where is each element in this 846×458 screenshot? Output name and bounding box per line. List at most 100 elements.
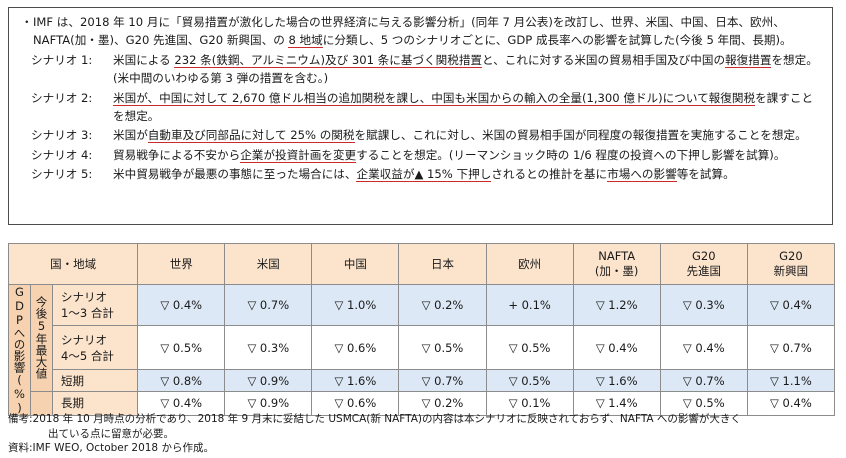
table-row: 長期 ▽ 0.4% ▽ 0.9% ▽ 0.6% ▽ 0.2% ▽ 0.1% ▽ … xyxy=(9,390,836,417)
value-cell: ▽ 0.7% xyxy=(659,369,748,392)
header-col-7: G20 新興国 xyxy=(746,243,836,285)
header-col-1-line1: 米国 xyxy=(256,256,280,271)
value-cell: ▽ 0.3% xyxy=(659,283,748,327)
note-line: 備考:2018 年 10 月時点の分析であり、2018 年 9 月末に妥結した … xyxy=(8,412,838,427)
value-cell: ▽ 0.7% xyxy=(398,369,487,392)
row-name: 長期 xyxy=(52,390,139,417)
value-cell: ▽ 0.2% xyxy=(398,283,487,327)
value-cell: ▽ 0.7% xyxy=(224,283,313,327)
value-cell: + 0.1% xyxy=(485,283,574,327)
s1-text-a: 米国による xyxy=(113,52,175,67)
source-line: 資料:IMF WEO, October 2018 から作成。 xyxy=(8,441,838,456)
intro-paragraph: ・ IMF は、2018 年 10 月に「貿易措置が激化した場合の世界経済に与え… xyxy=(21,13,822,50)
value-cell: ▽ 0.9% xyxy=(224,390,313,417)
scenario-5-label: シナリオ 5: xyxy=(31,167,93,182)
value-cell: ▽ 0.4% xyxy=(137,390,226,417)
value-cell: ▽ 0.2% xyxy=(398,390,487,417)
source-label: 資料: xyxy=(8,442,33,454)
table-row: シナリオ 4〜5 合計 ▽ 0.5% ▽ 0.3% ▽ 0.6% ▽ 0.5% ▽… xyxy=(9,325,836,371)
row-1-name1: シナリオ xyxy=(61,332,108,347)
row-0-name1: シナリオ xyxy=(61,290,108,305)
value-cell: ▽ 0.4% xyxy=(746,390,836,417)
note-text: 2018 年 10 月時点の分析であり、2018 年 9 月末に妥結した USM… xyxy=(32,413,741,425)
s1-underlined: 232 条(鉄鋼、アルミニウム)及び 301 条に基づく関税措置 xyxy=(174,52,483,68)
value-cell: ▽ 0.7% xyxy=(746,325,836,371)
s1-underlined-2: 報復措置 xyxy=(725,52,772,68)
header-col-6-line2: 先進国 xyxy=(686,264,722,278)
value-cell: ▽ 0.5% xyxy=(659,390,748,417)
value-cell: ▽ 0.5% xyxy=(485,325,574,371)
bullet-mark: ・ xyxy=(21,15,33,29)
header-col-4: 欧州 xyxy=(485,243,574,285)
s2-text-b: を課すことを想定。 xyxy=(113,90,814,124)
scenario-3-text: 米国が自動車及び同部品に対して 25% の関税を賦課し、これに対し、米国の貿易相… xyxy=(113,126,822,144)
value-cell: ▽ 0.6% xyxy=(311,390,400,417)
value-cell: ▽ 0.1% xyxy=(485,390,574,417)
value-cell: ▽ 0.8% xyxy=(137,369,226,392)
value-cell: ▽ 0.3% xyxy=(224,325,313,371)
value-cell: ▽ 0.4% xyxy=(746,283,836,327)
note-label: 備考: xyxy=(8,413,33,425)
scenario-2-label: シナリオ 2: xyxy=(31,90,93,105)
intro-text-a: IMF は、2018 年 10 月に「貿易措置が激化した場合の世界経済に与える影… xyxy=(33,15,785,48)
value-cell: ▽ 1.0% xyxy=(311,283,400,327)
s4-underlined: 企業が投資計画を変更 xyxy=(240,147,357,163)
header-col-3-line1: 日本 xyxy=(430,256,454,271)
value-cell: ▽ 1.6% xyxy=(311,369,400,392)
scenario-1-text: 米国による 232 条(鉄鋼、アルミニウム)及び 301 条に基づく関税措置と、… xyxy=(113,51,822,88)
note-line-2: 出ている点に留意が必要。 xyxy=(48,427,174,440)
s3-text-a: 米国が xyxy=(113,128,148,143)
scenario-4-label: シナリオ 4: xyxy=(31,147,93,162)
scenario-5-text: 米中貿易戦争が最悪の事態に至った場合には、企業収益が▲ 15% 下押しされるとの… xyxy=(113,165,822,183)
row-0-name2: 1〜3 合計 xyxy=(61,306,114,321)
value-cell: ▽ 0.5% xyxy=(485,369,574,392)
intro-underlined: 8 地域 xyxy=(288,33,323,49)
scenario-summary-box: ・ IMF は、2018 年 10 月に「貿易措置が激化した場合の世界経済に与え… xyxy=(8,7,833,225)
scenario-1-label: シナリオ 1: xyxy=(31,52,93,67)
header-col-1: 米国 xyxy=(224,243,313,285)
header-col-5-line1: NAFTA xyxy=(598,249,636,263)
value-cell: ▽ 0.9% xyxy=(224,369,313,392)
header-col-0-line1: 世界 xyxy=(169,256,193,271)
row-name: シナリオ 1〜3 合計 xyxy=(52,283,139,327)
period-label: 今後5年最大値 xyxy=(34,296,49,380)
s1-text-b: と、これに対する米国の貿易相手国及び中国の xyxy=(482,52,726,67)
header-col-2-line1: 中国 xyxy=(343,256,367,271)
header-col-7-line2: 新興国 xyxy=(773,264,809,278)
s5-text-b: されるとの推計を基に xyxy=(491,167,608,182)
gdp-impact-label: GDPへの影響(%) xyxy=(12,285,27,415)
s4-text-a: 貿易戦争による不安から xyxy=(113,147,241,162)
header-col-7-line1: G20 xyxy=(779,249,803,263)
scenario-2: シナリオ 2: 米国が、中国に対して 2,670 億ドル相当の追加関税を課し、中… xyxy=(21,89,822,126)
s5-underlined-2: 市場への影響 xyxy=(607,167,677,183)
scenario-1: シナリオ 1: 米国による 232 条(鉄鋼、アルミニウム)及び 301 条に基… xyxy=(21,51,822,88)
s3-text-b: を賦課し、これに対し、米国の貿易相手国が同程度の報復措置を実施することを想定。 xyxy=(354,128,807,143)
header-col-0: 世界 xyxy=(137,243,226,285)
header-col-3: 日本 xyxy=(398,243,487,285)
notes-section: 備考:2018 年 10 月時点の分析であり、2018 年 9 月末に妥結した … xyxy=(8,412,838,456)
header-col-6: G20 先進国 xyxy=(659,243,748,285)
value-cell: ▽ 0.6% xyxy=(311,325,400,371)
value-cell: ▽ 1.1% xyxy=(746,369,836,392)
value-cell: ▽ 0.5% xyxy=(398,325,487,371)
header-col-6-line1: G20 xyxy=(691,249,716,263)
header-region: 国・地域 xyxy=(7,243,139,285)
scenario-5: シナリオ 5: 米中貿易戦争が最悪の事態に至った場合には、企業収益が▲ 15% … xyxy=(21,165,822,183)
row-name: 短期 xyxy=(52,369,139,392)
header-col-4-line1: 欧州 xyxy=(518,256,542,271)
header-col-5-line2: (加・墨) xyxy=(594,264,639,278)
value-cell: ▽ 0.4% xyxy=(659,325,748,371)
table-row: GDPへの影響(%) 今後5年最大値 シナリオ 1〜3 合計 ▽ 0.4% ▽ 0… xyxy=(7,283,836,416)
value-cell: ▽ 0.4% xyxy=(572,325,661,371)
table-header-row: 国・地域 世界 米国 中国 日本 欧州 NAFTA (加・墨) G20 先進国 G2… xyxy=(7,243,836,285)
source-text: IMF WEO, October 2018 から作成。 xyxy=(32,442,214,454)
s1-text-c: を想定。(米中間のいわゆる第 3 弾の措置を含む。) xyxy=(113,52,818,86)
s5-underlined: 企業収益が▲ 15% 下押し xyxy=(356,167,492,183)
scenario-2-text: 米国が、中国に対して 2,670 億ドル相当の追加関税を課し、中国も米国からの輸… xyxy=(113,89,822,126)
intro-text: IMF は、2018 年 10 月に「貿易措置が激化した場合の世界経済に与える影… xyxy=(33,13,822,50)
long-term-spacer xyxy=(30,390,54,417)
gdp-impact-table: 国・地域 世界 米国 中国 日本 欧州 NAFTA (加・墨) G20 先進国 G2… xyxy=(7,243,836,417)
row-name: シナリオ 4〜5 合計 xyxy=(52,325,139,371)
s5-text-a: 米中貿易戦争が最悪の事態に至った場合には、 xyxy=(113,167,357,182)
s2-underlined: 米国が、中国に対して 2,670 億ドル相当の追加関税を課し、中国も米国からの輸… xyxy=(113,90,756,106)
